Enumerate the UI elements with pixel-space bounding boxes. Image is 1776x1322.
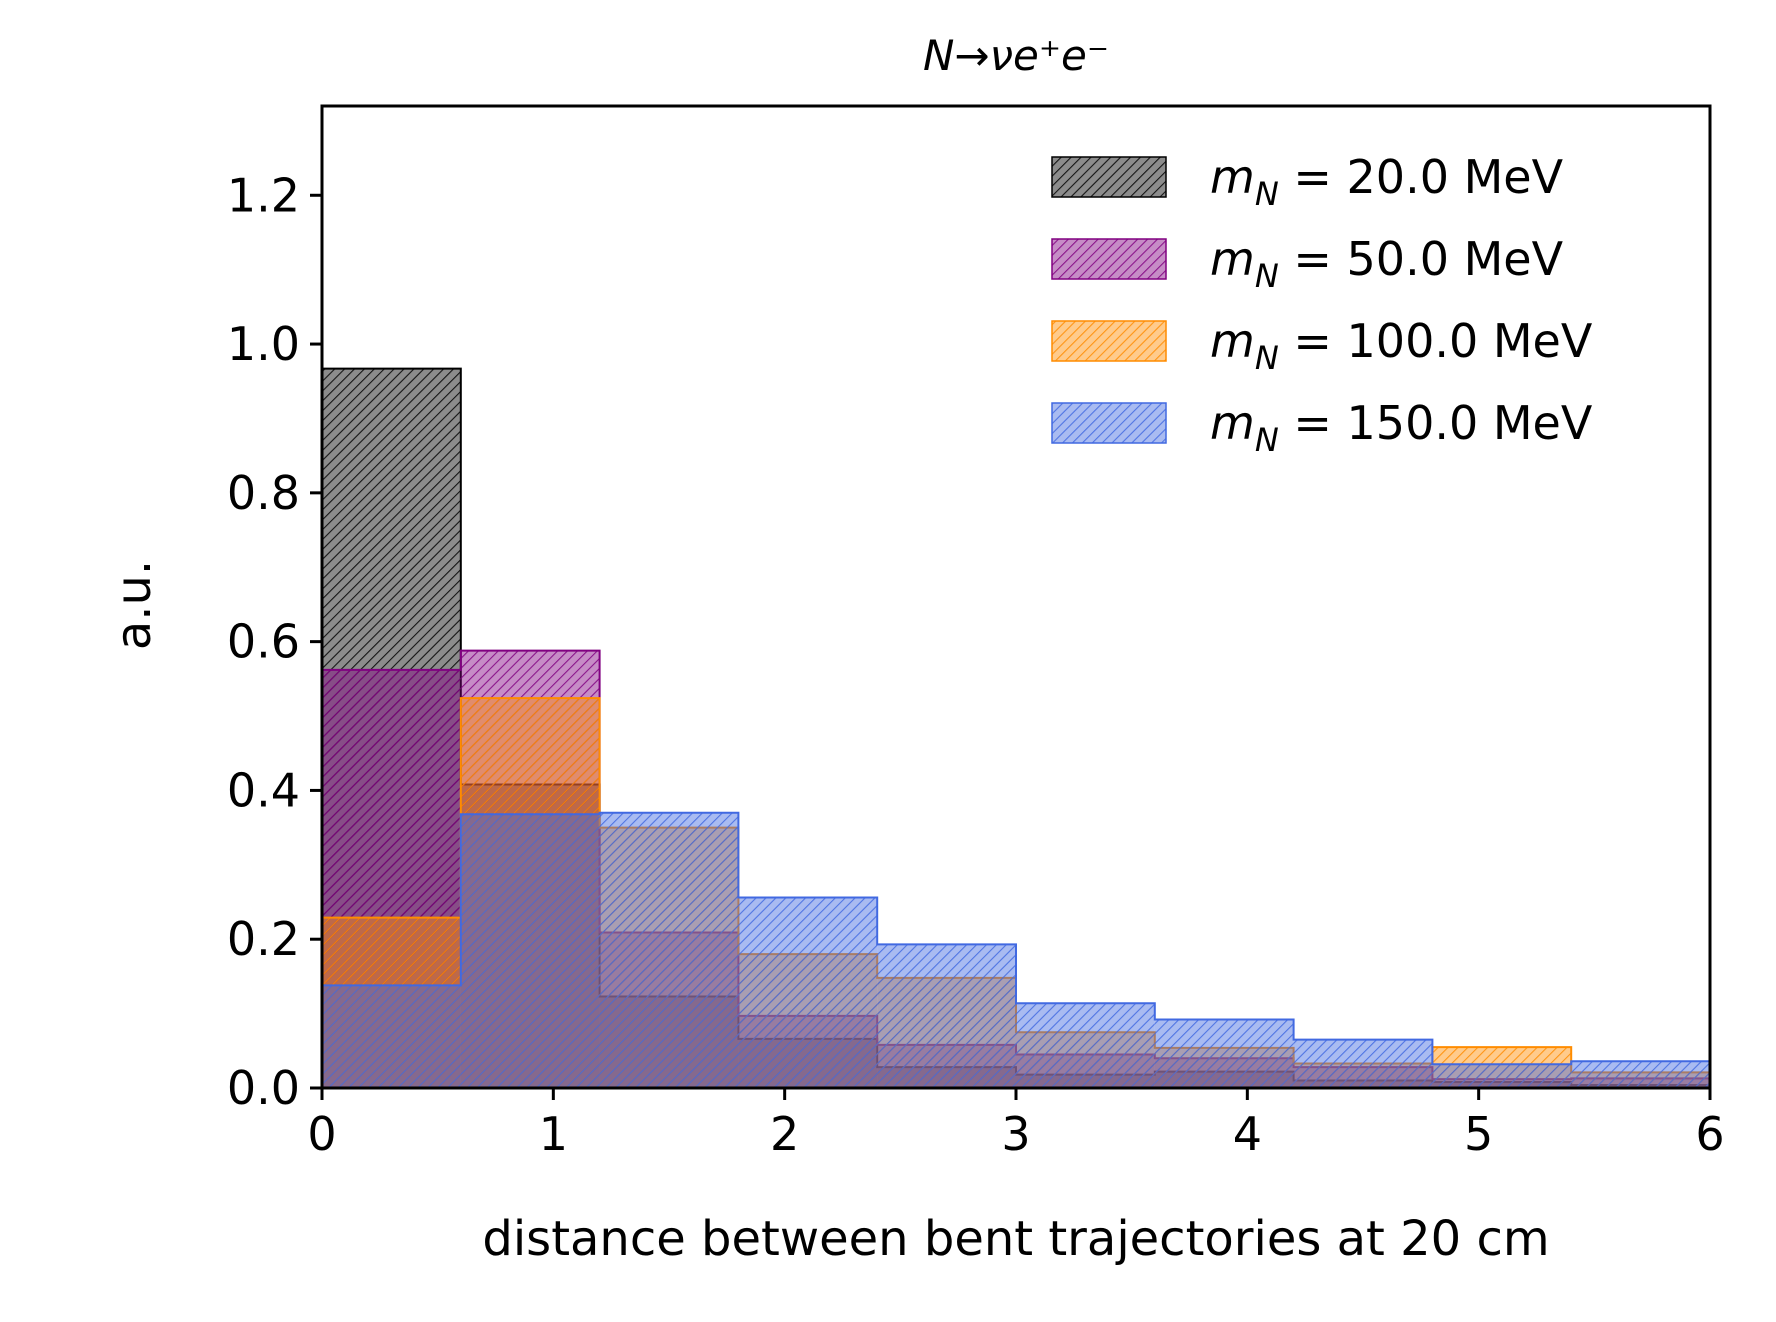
bar-series-4-bin-7 [1154, 1019, 1294, 1088]
axis-ticks: 0 1 2 3 4 5 6 0.0 0.2 0.4 0.6 0.8 1.0 1.2 [227, 168, 1725, 1161]
bar-series-4-bin-6 [1016, 1003, 1155, 1088]
bar-series-4-bin-4 [738, 897, 878, 1088]
plot-frame [320, 104, 1712, 1090]
bar-series-4-bin-10 [1571, 1061, 1710, 1088]
y-tick-label: 0.8 [227, 466, 300, 520]
y-tick-label: 0.2 [227, 912, 300, 966]
x-tick-label: 1 [539, 1107, 568, 1161]
bar-series-4-bin-3 [599, 812, 739, 1088]
bar-series-4-bin-9 [1432, 1064, 1572, 1088]
legend-label: mN = 50.0 MeV [1210, 232, 1564, 295]
bar-series-4-bin-1 [322, 985, 461, 1088]
x-tick-label: 5 [1464, 1107, 1493, 1161]
x-tick-label: 6 [1695, 1107, 1724, 1161]
bar-series-4-bin-2 [460, 814, 600, 1088]
legend-swatch [1051, 402, 1167, 444]
legend-swatch [1051, 156, 1167, 198]
x-axis-label: distance between bent trajectories at 20… [482, 1211, 1549, 1267]
legend-label: mN = 100.0 MeV [1210, 314, 1593, 377]
legend-label: mN = 150.0 MeV [1210, 396, 1593, 459]
y-tick-label: 0.4 [227, 763, 300, 817]
legend-item-4: mN = 150.0 MeV [1051, 396, 1593, 459]
bar-series-4-bin-5 [877, 944, 1016, 1088]
legend-label: mN = 20.0 MeV [1210, 150, 1564, 213]
y-tick-label: 1.2 [227, 168, 300, 222]
step-outline-series-4 [321, 811, 1711, 1088]
y-tick-label: 0.0 [227, 1061, 300, 1115]
legend-item-2: mN = 50.0 MeV [1051, 232, 1564, 295]
y-axis-label: a.u. [106, 560, 162, 650]
x-tick-label: 4 [1233, 1107, 1262, 1161]
legend: mN = 20.0 MeV mN = 50.0 MeV mN = 100.0 MeV… [1051, 150, 1593, 459]
y-tick-label: 1.0 [227, 317, 300, 371]
chart-title: N→νe⁺e⁻ [923, 31, 1109, 80]
x-tick-label: 2 [770, 1107, 799, 1161]
legend-item-3: mN = 100.0 MeV [1051, 314, 1593, 377]
legend-swatch [1051, 320, 1167, 362]
bar-series-4-bin-8 [1293, 1039, 1433, 1088]
x-tick-label: 0 [307, 1107, 336, 1161]
legend-item-1: mN = 20.0 MeV [1051, 150, 1564, 213]
series-4 [321, 811, 1711, 1088]
y-tick-label: 0.6 [227, 615, 300, 669]
x-tick-label: 3 [1001, 1107, 1030, 1161]
histogram-bars [321, 367, 1711, 1088]
legend-swatch [1051, 238, 1167, 280]
